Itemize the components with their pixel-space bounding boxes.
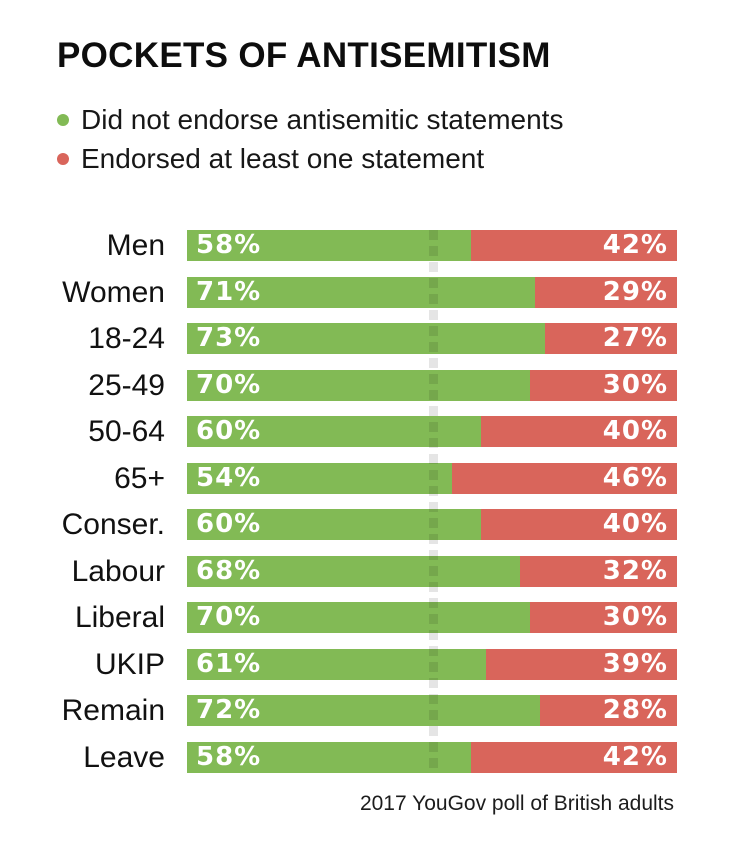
green-segment: 71%	[187, 276, 535, 308]
green-dot-icon	[57, 113, 69, 126]
source-caption: 2017 YouGov poll of British adults	[359, 792, 674, 815]
green-value-label: 71%	[196, 276, 262, 307]
green-value-label: 68%	[196, 555, 262, 586]
bar-track: 58% 42%	[187, 741, 677, 773]
green-segment: 70%	[187, 369, 530, 401]
red-segment: 29%	[534, 276, 677, 308]
legend-item-red: Endorsed at least one statement	[57, 139, 563, 178]
red-segment: 46%	[451, 462, 677, 494]
green-value-label: 73%	[196, 323, 262, 353]
green-segment: 60%	[187, 416, 481, 447]
bar-rows: Men 58% 42% Women 71% 29% 18-24 73% 27% 25-49 70% 3…	[0, 230, 740, 773]
green-value-label: 58%	[196, 741, 262, 772]
bar-row: Women 71% 29%	[0, 275, 740, 309]
green-segment: 70%	[187, 602, 530, 633]
bar-track: 54% 46%	[187, 462, 677, 494]
bar-row: Men 58% 42%	[0, 230, 740, 261]
legend: Did not endorse antisemitic statements E…	[57, 100, 563, 178]
red-value-label: 40%	[602, 509, 668, 539]
bar-track: 61% 39%	[187, 648, 677, 680]
row-label: Leave	[83, 740, 165, 774]
bar-row: Remain 72% 28%	[0, 695, 740, 726]
legend-item-green: Did not endorse antisemitic statements	[57, 100, 563, 139]
green-segment: 54%	[187, 462, 452, 494]
bar-track: 60% 40%	[187, 509, 677, 540]
legend-label-green: Did not endorse antisemitic statements	[81, 103, 564, 135]
row-label: 65+	[114, 461, 165, 495]
green-value-label: 70%	[196, 369, 262, 400]
bar-row: Labour 68% 32%	[0, 554, 740, 588]
bar-track: 72% 28%	[187, 695, 677, 726]
bar-row: 25-49 70% 30%	[0, 368, 740, 402]
red-value-label: 30%	[602, 369, 668, 400]
green-segment: 58%	[187, 741, 472, 773]
bar-row: 50-64 60% 40%	[0, 416, 740, 447]
green-segment: 58%	[187, 230, 472, 261]
green-segment: 61%	[187, 648, 486, 680]
green-value-label: 60%	[196, 416, 262, 446]
green-value-label: 54%	[196, 462, 262, 493]
bar-row: Leave 58% 42%	[0, 740, 740, 774]
red-value-label: 42%	[602, 230, 668, 260]
red-value-label: 46%	[602, 462, 668, 493]
red-segment: 39%	[485, 648, 677, 680]
page-title: POCKETS OF ANTISEMITISM	[57, 36, 551, 75]
bar-track: 70% 30%	[187, 602, 677, 633]
red-value-label: 30%	[602, 602, 668, 632]
red-dot-icon	[57, 152, 69, 165]
row-label: UKIP	[94, 647, 165, 681]
red-segment: 30%	[530, 602, 677, 633]
red-value-label: 28%	[602, 695, 668, 725]
green-segment: 72%	[187, 695, 540, 726]
row-label: Women	[62, 275, 165, 309]
red-value-label: 42%	[602, 741, 668, 772]
red-segment: 28%	[539, 695, 677, 726]
red-value-label: 32%	[602, 555, 668, 586]
red-segment: 40%	[481, 509, 677, 540]
red-segment: 32%	[520, 555, 677, 587]
row-label: Liberal	[74, 601, 165, 634]
bar-row: UKIP 61% 39%	[0, 647, 740, 681]
red-value-label: 27%	[602, 323, 668, 353]
green-value-label: 72%	[196, 695, 262, 725]
green-value-label: 61%	[196, 648, 262, 679]
bar-track: 73% 27%	[187, 323, 677, 354]
red-value-label: 29%	[602, 276, 668, 307]
row-label: Remain	[61, 694, 165, 727]
bar-track: 70% 30%	[187, 369, 677, 401]
red-segment: 42%	[471, 741, 677, 773]
red-segment: 40%	[481, 416, 677, 447]
row-label: 18-24	[88, 322, 165, 355]
green-segment: 68%	[187, 555, 521, 587]
bar-row: 18-24 73% 27%	[0, 323, 740, 354]
bar-track: 60% 40%	[187, 416, 677, 447]
red-value-label: 39%	[602, 648, 668, 679]
row-label: 25-49	[88, 368, 165, 402]
green-value-label: 58%	[196, 230, 262, 260]
red-segment: 27%	[544, 323, 677, 354]
bar-row: Conser. 60% 40%	[0, 509, 740, 540]
bar-row: 65+ 54% 46%	[0, 461, 740, 495]
green-segment: 60%	[187, 509, 481, 540]
red-value-label: 40%	[602, 416, 668, 446]
row-label: Conser.	[61, 508, 165, 541]
row-label: Men	[106, 229, 165, 262]
stacked-bar-chart: Men 58% 42% Women 71% 29% 18-24 73% 27% 25-49 70% 3…	[0, 230, 740, 773]
green-value-label: 60%	[196, 509, 262, 539]
bar-track: 58% 42%	[187, 230, 677, 261]
row-label: Labour	[71, 554, 165, 588]
bar-track: 68% 32%	[187, 555, 677, 587]
red-segment: 30%	[530, 369, 677, 401]
bar-track: 71% 29%	[187, 276, 677, 308]
row-label: 50-64	[88, 415, 165, 448]
bar-row: Liberal 70% 30%	[0, 602, 740, 633]
red-segment: 42%	[471, 230, 677, 261]
legend-label-red: Endorsed at least one statement	[81, 142, 485, 174]
green-value-label: 70%	[196, 602, 262, 632]
green-segment: 73%	[187, 323, 545, 354]
